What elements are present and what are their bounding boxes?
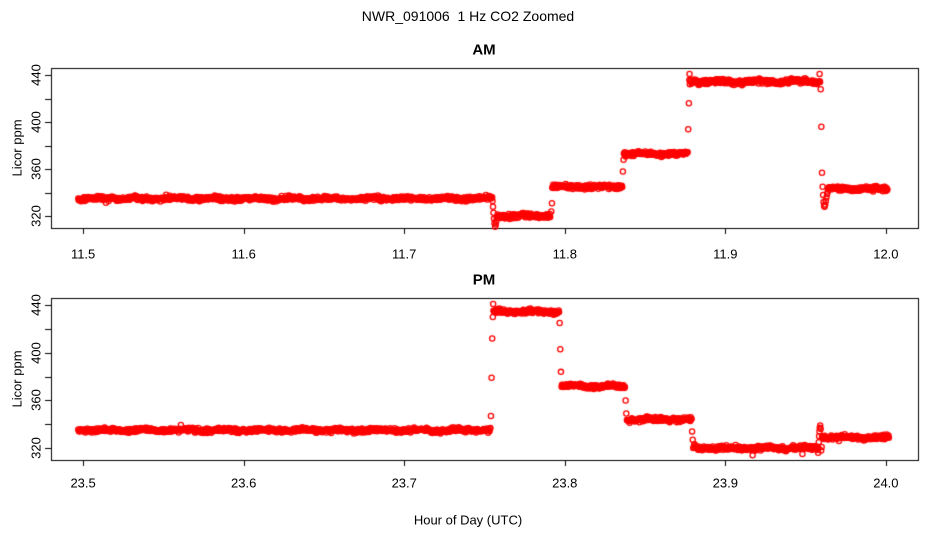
pm-x-tick-label: 23.6 [231, 475, 257, 491]
x-axis-label: Hour of Day (UTC) [413, 512, 523, 528]
am-x-tick-label: 11.8 [552, 246, 577, 262]
am-x-tick-label: 11.5 [70, 246, 96, 262]
main-title: NWR_091006 1 Hz CO2 Zoomed [361, 8, 575, 24]
am-y-tick-label: 320 [28, 205, 44, 228]
pm-y-tick-label: 400 [28, 341, 44, 364]
am-x-tick-label: 11.7 [392, 246, 417, 262]
am-x-tick-label: 11.6 [231, 246, 256, 262]
pm-x-tick-label: 23.5 [70, 475, 96, 491]
pm-y-tick-label: 320 [28, 437, 44, 459]
am-y-tick-label: 440 [28, 64, 44, 86]
pm-y-tick-label: 360 [28, 389, 44, 412]
am-x-tick-label: 12.0 [873, 246, 899, 262]
pm-x-tick-label: 23.7 [391, 475, 417, 491]
am-y-axis-label: Licor ppm [9, 119, 25, 177]
pm-y-axis-label: Licor ppm [9, 350, 25, 408]
am-x-tick-label: 11.9 [713, 246, 738, 262]
pm-x-tick-label: 24.0 [873, 475, 899, 491]
pm-x-tick-label: 23.8 [552, 475, 578, 491]
pm-panel-title: PM [472, 271, 496, 289]
am-panel-title: AM [472, 41, 496, 59]
am-y-tick-label: 400 [28, 111, 44, 133]
pm-y-tick-label: 440 [28, 294, 44, 316]
pm-x-tick-label: 23.9 [712, 475, 738, 491]
am-y-tick-label: 360 [28, 158, 44, 181]
